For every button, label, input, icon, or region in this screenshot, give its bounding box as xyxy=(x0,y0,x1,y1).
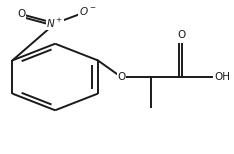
Text: $O^-$: $O^-$ xyxy=(79,5,96,17)
Text: O: O xyxy=(17,9,26,19)
Text: OH: OH xyxy=(215,72,230,82)
Text: O: O xyxy=(117,72,125,82)
Text: O: O xyxy=(178,30,186,40)
Text: $N^+$: $N^+$ xyxy=(47,17,64,30)
